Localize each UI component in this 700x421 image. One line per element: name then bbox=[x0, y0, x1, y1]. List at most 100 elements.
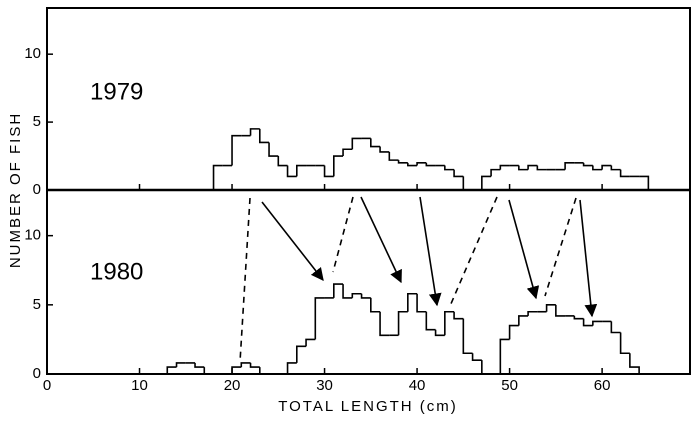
histogram-bin bbox=[518, 165, 529, 171]
histogram-bin bbox=[342, 148, 353, 157]
x-tick-label: 30 bbox=[316, 377, 333, 394]
histogram-bin bbox=[240, 362, 251, 368]
x-tick-label: 20 bbox=[224, 377, 241, 394]
histogram-bin bbox=[444, 165, 455, 171]
dashed-link bbox=[449, 196, 498, 307]
histogram-bin bbox=[342, 284, 353, 299]
histogram-bin bbox=[471, 353, 482, 361]
histogram-bin bbox=[323, 165, 334, 178]
histogram-bin bbox=[481, 360, 492, 375]
histogram-bin bbox=[351, 292, 362, 298]
histogram-bin bbox=[518, 315, 529, 326]
histogram-bin bbox=[434, 329, 445, 337]
histogram-bin bbox=[397, 160, 408, 164]
histogram-bin bbox=[295, 164, 307, 177]
histogram-bin bbox=[629, 353, 640, 374]
histogram-bin bbox=[370, 138, 381, 148]
panel-label: 1979 bbox=[90, 78, 143, 105]
y-tick-label: 5 bbox=[33, 296, 41, 313]
histogram-bin bbox=[286, 362, 297, 374]
histogram-bin bbox=[619, 169, 630, 178]
histogram-bin bbox=[258, 128, 270, 144]
arrow bbox=[508, 199, 540, 300]
histogram-bin bbox=[314, 297, 325, 340]
histogram-bin bbox=[462, 318, 473, 355]
x-tick-label: 0 bbox=[43, 377, 51, 394]
x-tick-label: 10 bbox=[131, 377, 148, 394]
x-tick-label: 60 bbox=[594, 377, 611, 394]
dashed-link bbox=[544, 197, 577, 297]
histogram-bin bbox=[407, 292, 418, 312]
histogram-bin bbox=[388, 151, 399, 161]
histogram-bin bbox=[194, 362, 205, 368]
histogram-bin bbox=[536, 165, 547, 171]
histogram-bin bbox=[582, 162, 593, 167]
histogram-bin bbox=[555, 304, 566, 317]
histogram-bin bbox=[601, 164, 612, 170]
histogram-bin bbox=[407, 162, 418, 167]
y-tick-label: 5 bbox=[33, 113, 41, 130]
histogram-bin bbox=[564, 162, 575, 170]
panel-label: 1980 bbox=[90, 258, 143, 285]
annotations bbox=[239, 196, 598, 363]
histogram-bin bbox=[499, 338, 510, 374]
y-axis-label: NUMBER OF FISH bbox=[7, 112, 24, 268]
histogram-bin bbox=[175, 362, 186, 368]
histogram-bin bbox=[527, 164, 538, 170]
histogram-bin bbox=[592, 320, 603, 326]
histogram-bin bbox=[610, 321, 621, 334]
histogram-bin bbox=[333, 155, 344, 177]
histogram-bin bbox=[619, 332, 630, 355]
arrow bbox=[261, 201, 324, 282]
arrow bbox=[360, 196, 402, 284]
histogram-bin bbox=[305, 338, 316, 347]
histogram-bin bbox=[573, 315, 584, 320]
arrow bbox=[579, 199, 598, 318]
histogram-bin bbox=[481, 175, 492, 190]
histogram-bin bbox=[425, 311, 436, 331]
y-tick-label: 0 bbox=[33, 365, 41, 382]
histogram-bin bbox=[444, 310, 455, 336]
histogram-bin bbox=[231, 134, 242, 166]
histogram-bin bbox=[610, 165, 621, 171]
histogram-bin bbox=[249, 362, 260, 368]
histogram-bin bbox=[295, 345, 307, 363]
histogram-bin bbox=[499, 164, 510, 170]
y-tick-label: 0 bbox=[33, 181, 41, 198]
y-tick-label: 10 bbox=[24, 45, 41, 62]
x-tick-label: 40 bbox=[409, 377, 426, 394]
histogram-bin bbox=[360, 293, 371, 299]
histogram-bin bbox=[203, 367, 214, 375]
dashed-link bbox=[332, 196, 354, 273]
histogram-bin bbox=[212, 164, 223, 190]
histogram-bin bbox=[592, 165, 603, 171]
x-tick-label: 50 bbox=[501, 377, 518, 394]
histogram-bin bbox=[268, 142, 279, 157]
histogram-bin bbox=[545, 304, 556, 312]
histogram-bin bbox=[249, 128, 260, 136]
histogram-bin bbox=[286, 165, 297, 178]
histogram-bin bbox=[453, 311, 464, 320]
x-axis-label: TOTAL LENGTH (cm) bbox=[278, 398, 458, 415]
histogram-bin bbox=[379, 146, 390, 153]
histogram-bin bbox=[333, 283, 344, 298]
histogram-bin bbox=[582, 318, 593, 327]
histogram-bin bbox=[231, 366, 242, 374]
histogram-bin bbox=[425, 162, 436, 167]
histogram-bin bbox=[416, 293, 427, 313]
arrow bbox=[419, 196, 442, 307]
histogram-bin bbox=[490, 168, 501, 177]
histogram-bin bbox=[277, 156, 288, 167]
histogram-bin bbox=[462, 176, 473, 191]
histogram-bin bbox=[639, 175, 650, 190]
histogram-bin bbox=[527, 310, 538, 316]
histogram-bin bbox=[379, 311, 390, 337]
histogram-bin bbox=[453, 169, 464, 178]
histogram-bin bbox=[351, 137, 362, 150]
histogram-bin bbox=[416, 162, 427, 166]
histogram-bin bbox=[166, 366, 177, 374]
histogram-bin bbox=[508, 324, 519, 340]
histogram-bin bbox=[258, 367, 270, 375]
histogram-bin bbox=[370, 297, 381, 313]
